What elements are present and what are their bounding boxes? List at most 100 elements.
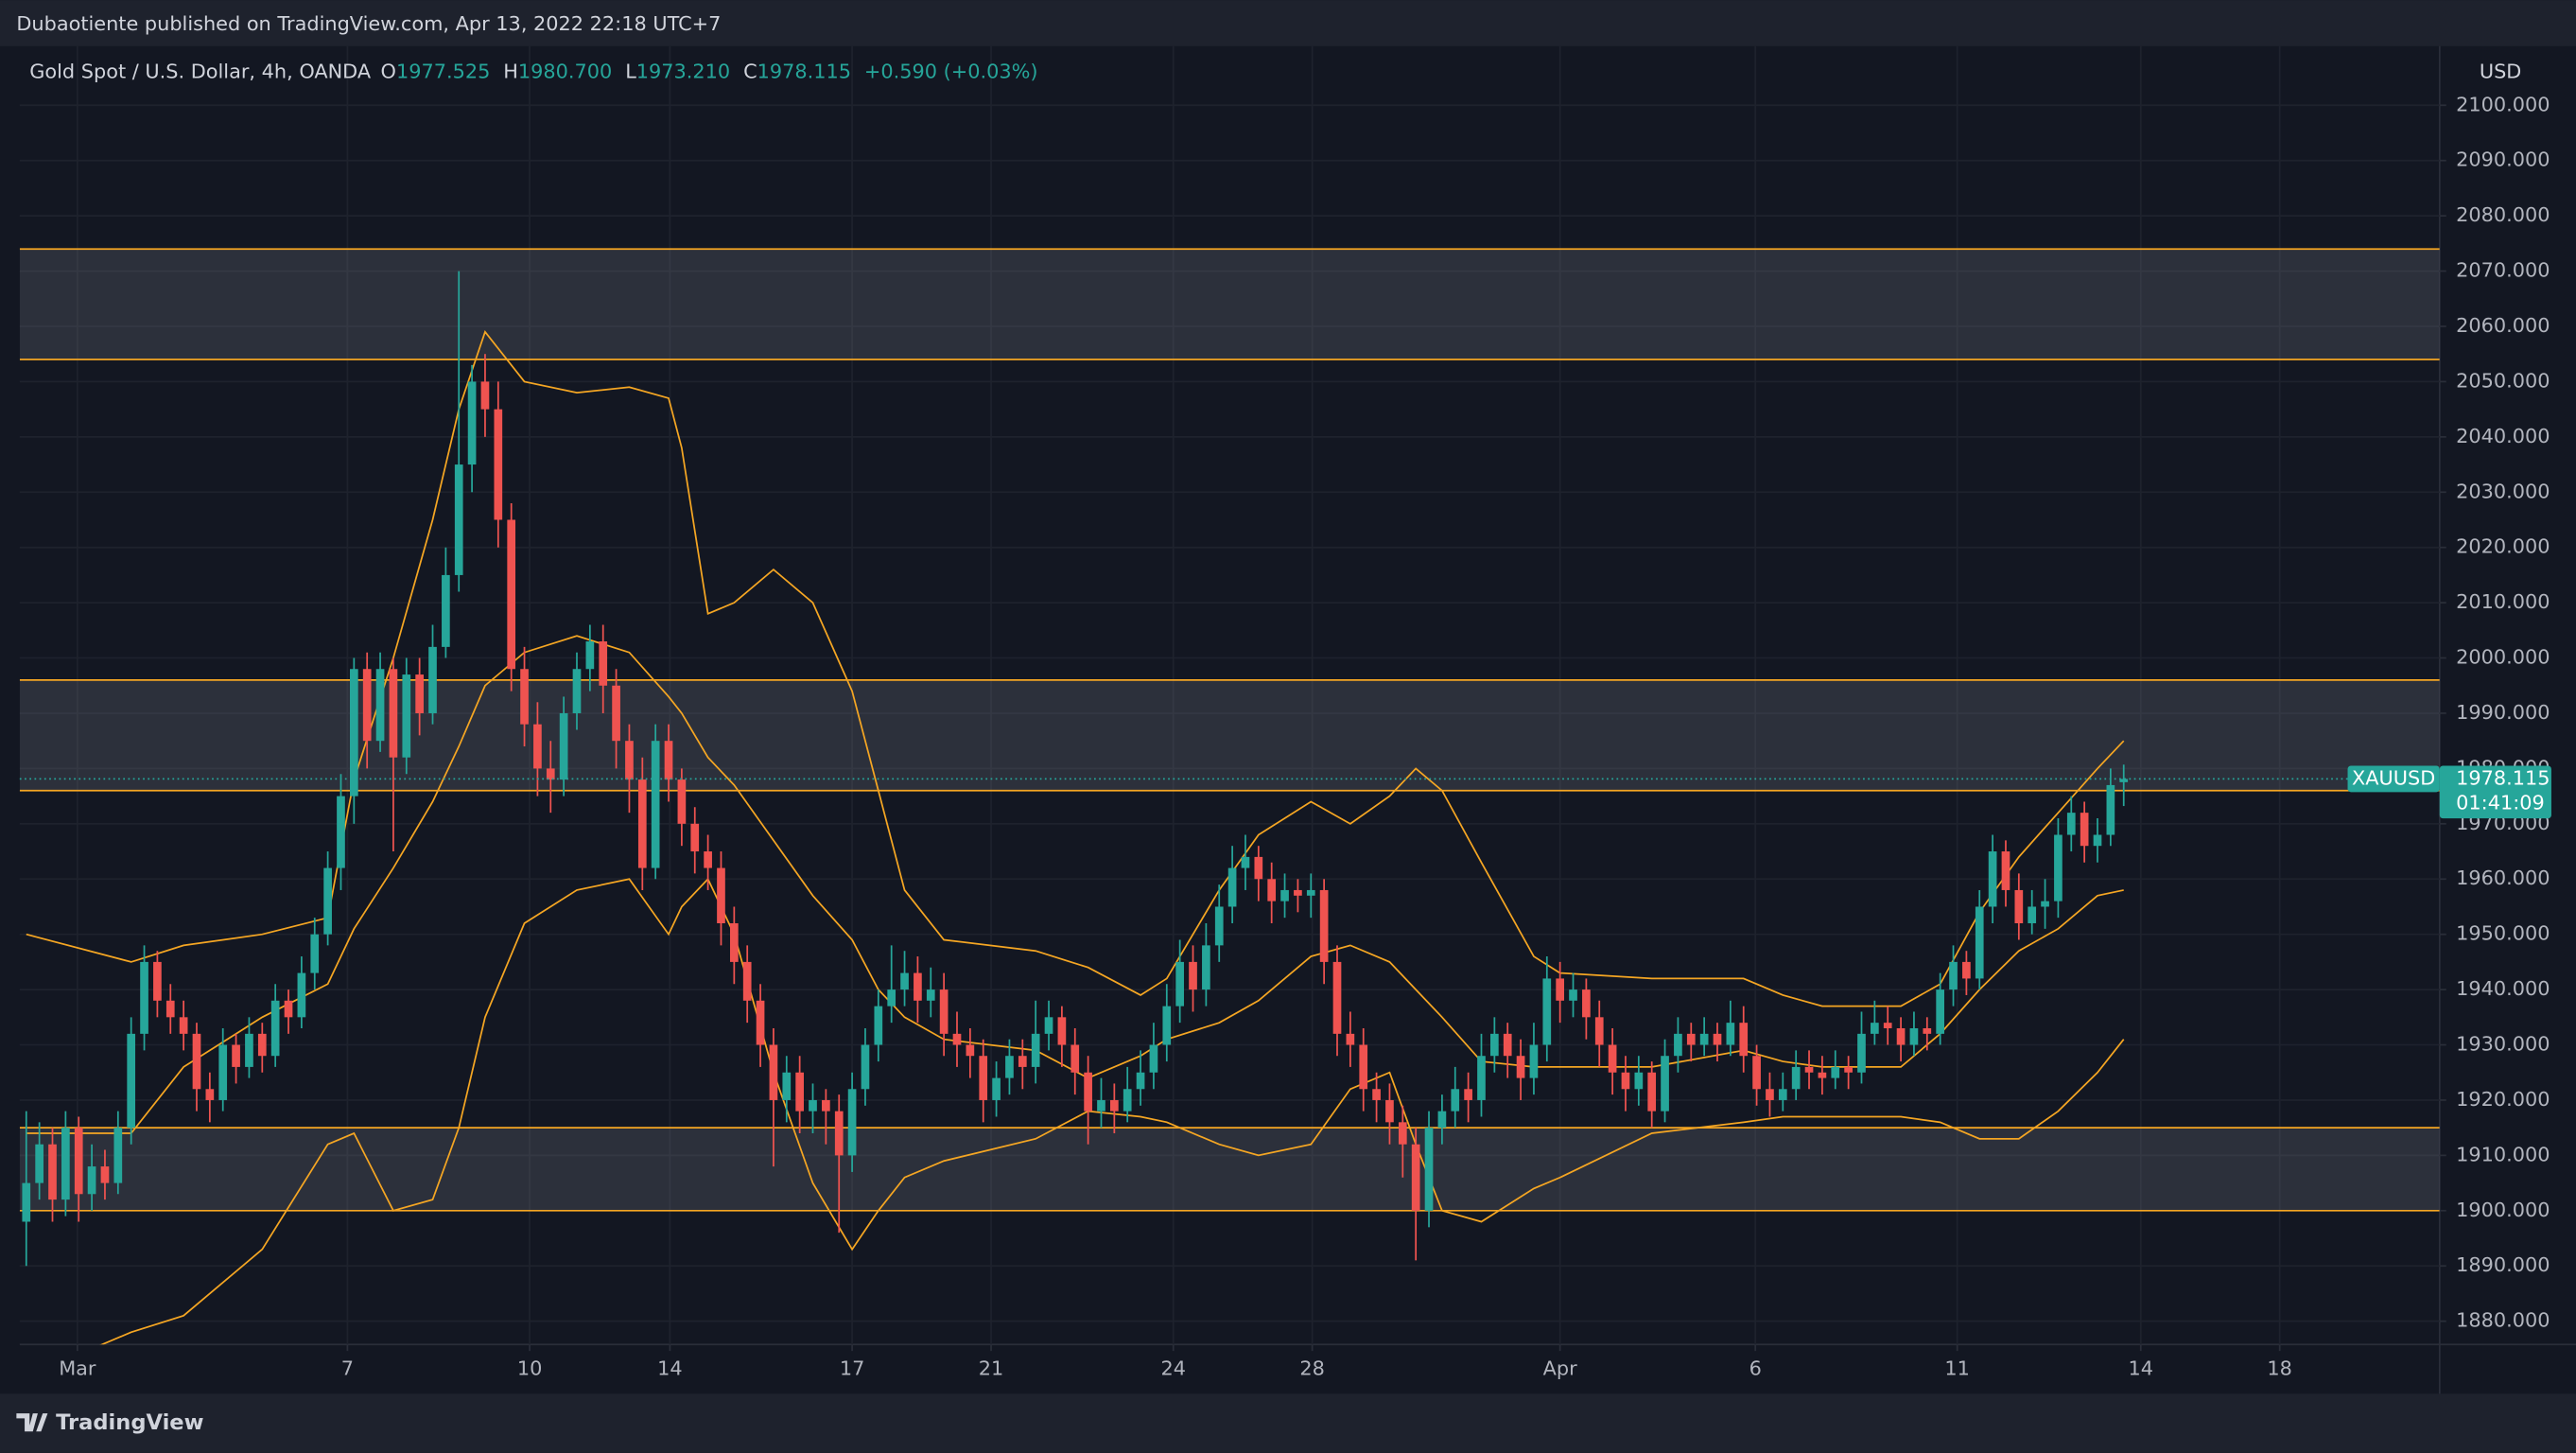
y-tick-label: 2010.000 (2456, 590, 2550, 613)
candle-body (1857, 1033, 1866, 1073)
candle-body (1621, 1072, 1630, 1090)
candle-body (270, 1000, 280, 1057)
candle-body (2041, 901, 2049, 907)
bottom-bar (0, 1393, 2576, 1453)
x-tick-label: 10 (517, 1357, 543, 1379)
candle-body (572, 669, 582, 713)
x-tick-label: Mar (59, 1357, 96, 1379)
candle-body (900, 972, 909, 990)
candle-body (232, 1044, 240, 1067)
candle-body (637, 779, 647, 868)
candle-body (1031, 1033, 1040, 1067)
x-tick-label: 7 (341, 1357, 354, 1379)
y-tick-label: 1900.000 (2456, 1199, 2550, 1221)
candle-body (205, 1089, 215, 1100)
candle-body (1411, 1144, 1420, 1211)
candle-body (1241, 856, 1250, 868)
candle-body (442, 574, 450, 647)
price-tag-value: 1978.115 (2456, 766, 2550, 789)
candle-body (1346, 1033, 1355, 1045)
candle-body (48, 1144, 57, 1200)
candle-body (1726, 1023, 1735, 1045)
candle-body (1608, 1044, 1617, 1073)
candle-body (1162, 1006, 1172, 1045)
zone (19, 249, 2440, 360)
candle-body (1699, 1033, 1709, 1045)
candle-body (1804, 1066, 1814, 1073)
footer-brand: TradingView (56, 1410, 204, 1435)
candle-body (1477, 1056, 1486, 1100)
candle-body (1516, 1056, 1525, 1078)
candle-body (494, 409, 503, 520)
candle-body (1084, 1072, 1092, 1112)
y-tick-label: 2100.000 (2456, 93, 2550, 115)
legend-key: C (743, 61, 757, 83)
candle-body (1359, 1044, 1368, 1090)
candle-body (861, 1044, 870, 1090)
candle-body (1962, 961, 1971, 979)
candle-body (2028, 906, 2037, 923)
candle-body (822, 1099, 830, 1112)
y-tick-label: 2080.000 (2456, 203, 2550, 226)
candle-body (349, 669, 358, 797)
candle-body (992, 1077, 1001, 1100)
y-tick-label: 2090.000 (2456, 149, 2550, 171)
candle-body (127, 1033, 136, 1129)
candle-body (1044, 1017, 1053, 1034)
x-tick-label: 17 (840, 1357, 865, 1379)
candle-body (1332, 961, 1342, 1034)
candle-body (257, 1033, 267, 1057)
candle-body (22, 1182, 31, 1222)
candle-body (362, 669, 372, 742)
y-tick-label: 1950.000 (2456, 922, 2550, 945)
candle-body (887, 989, 896, 1007)
candle-body (1189, 961, 1197, 990)
candle-body (1752, 1056, 1761, 1090)
x-tick-label: 21 (979, 1357, 1004, 1379)
candle-body (1594, 1017, 1604, 1045)
candle-body (61, 1128, 70, 1200)
candle-body (651, 741, 660, 868)
candle-body (756, 1000, 765, 1045)
candle-body (1123, 1089, 1132, 1112)
candle-body (402, 674, 411, 758)
symbol-tag-label: XAUUSD (2352, 766, 2435, 789)
legend-key: O (381, 61, 396, 83)
candle-body (717, 867, 725, 923)
candle-body (87, 1166, 96, 1195)
candle-body (1267, 879, 1277, 902)
candle-body (1582, 989, 1591, 1018)
candle-body (1385, 1099, 1394, 1123)
candle-body (454, 464, 463, 575)
legend-key: H (503, 61, 518, 83)
legend-symbol: Gold Spot / U.S. Dollar, 4h, OANDA (29, 61, 372, 83)
candle-body (74, 1128, 83, 1195)
x-tick-label: 14 (657, 1357, 683, 1379)
candle-body (1254, 856, 1263, 880)
candle-body (1871, 1023, 1879, 1034)
currency-label: USD (2480, 61, 2522, 83)
candle-body (742, 961, 752, 1001)
legend-value: 1980.700 (518, 61, 612, 83)
y-tick-label: 1920.000 (2456, 1088, 2550, 1111)
candle-body (1109, 1099, 1119, 1112)
candle-body (664, 741, 673, 780)
candle-body (1647, 1072, 1657, 1112)
candle-body (389, 669, 398, 758)
candle-body (1306, 889, 1315, 896)
candle-body (1057, 1017, 1067, 1045)
candle-body (1569, 989, 1577, 1001)
y-tick-label: 2030.000 (2456, 480, 2550, 502)
candle-body (35, 1144, 44, 1183)
candle-body (1018, 1056, 1027, 1067)
y-tick-label: 1930.000 (2456, 1033, 2550, 1056)
tradingview-logo (16, 1413, 48, 1432)
legend-value: 1977.525 (396, 61, 490, 83)
candle-body (1149, 1044, 1158, 1073)
symbol-tag (2347, 765, 2440, 793)
top-bar (0, 0, 2576, 46)
candle-body (834, 1111, 844, 1156)
candle-body (1202, 945, 1210, 990)
candle-body (1923, 1028, 1932, 1034)
candle-body (1634, 1072, 1644, 1090)
